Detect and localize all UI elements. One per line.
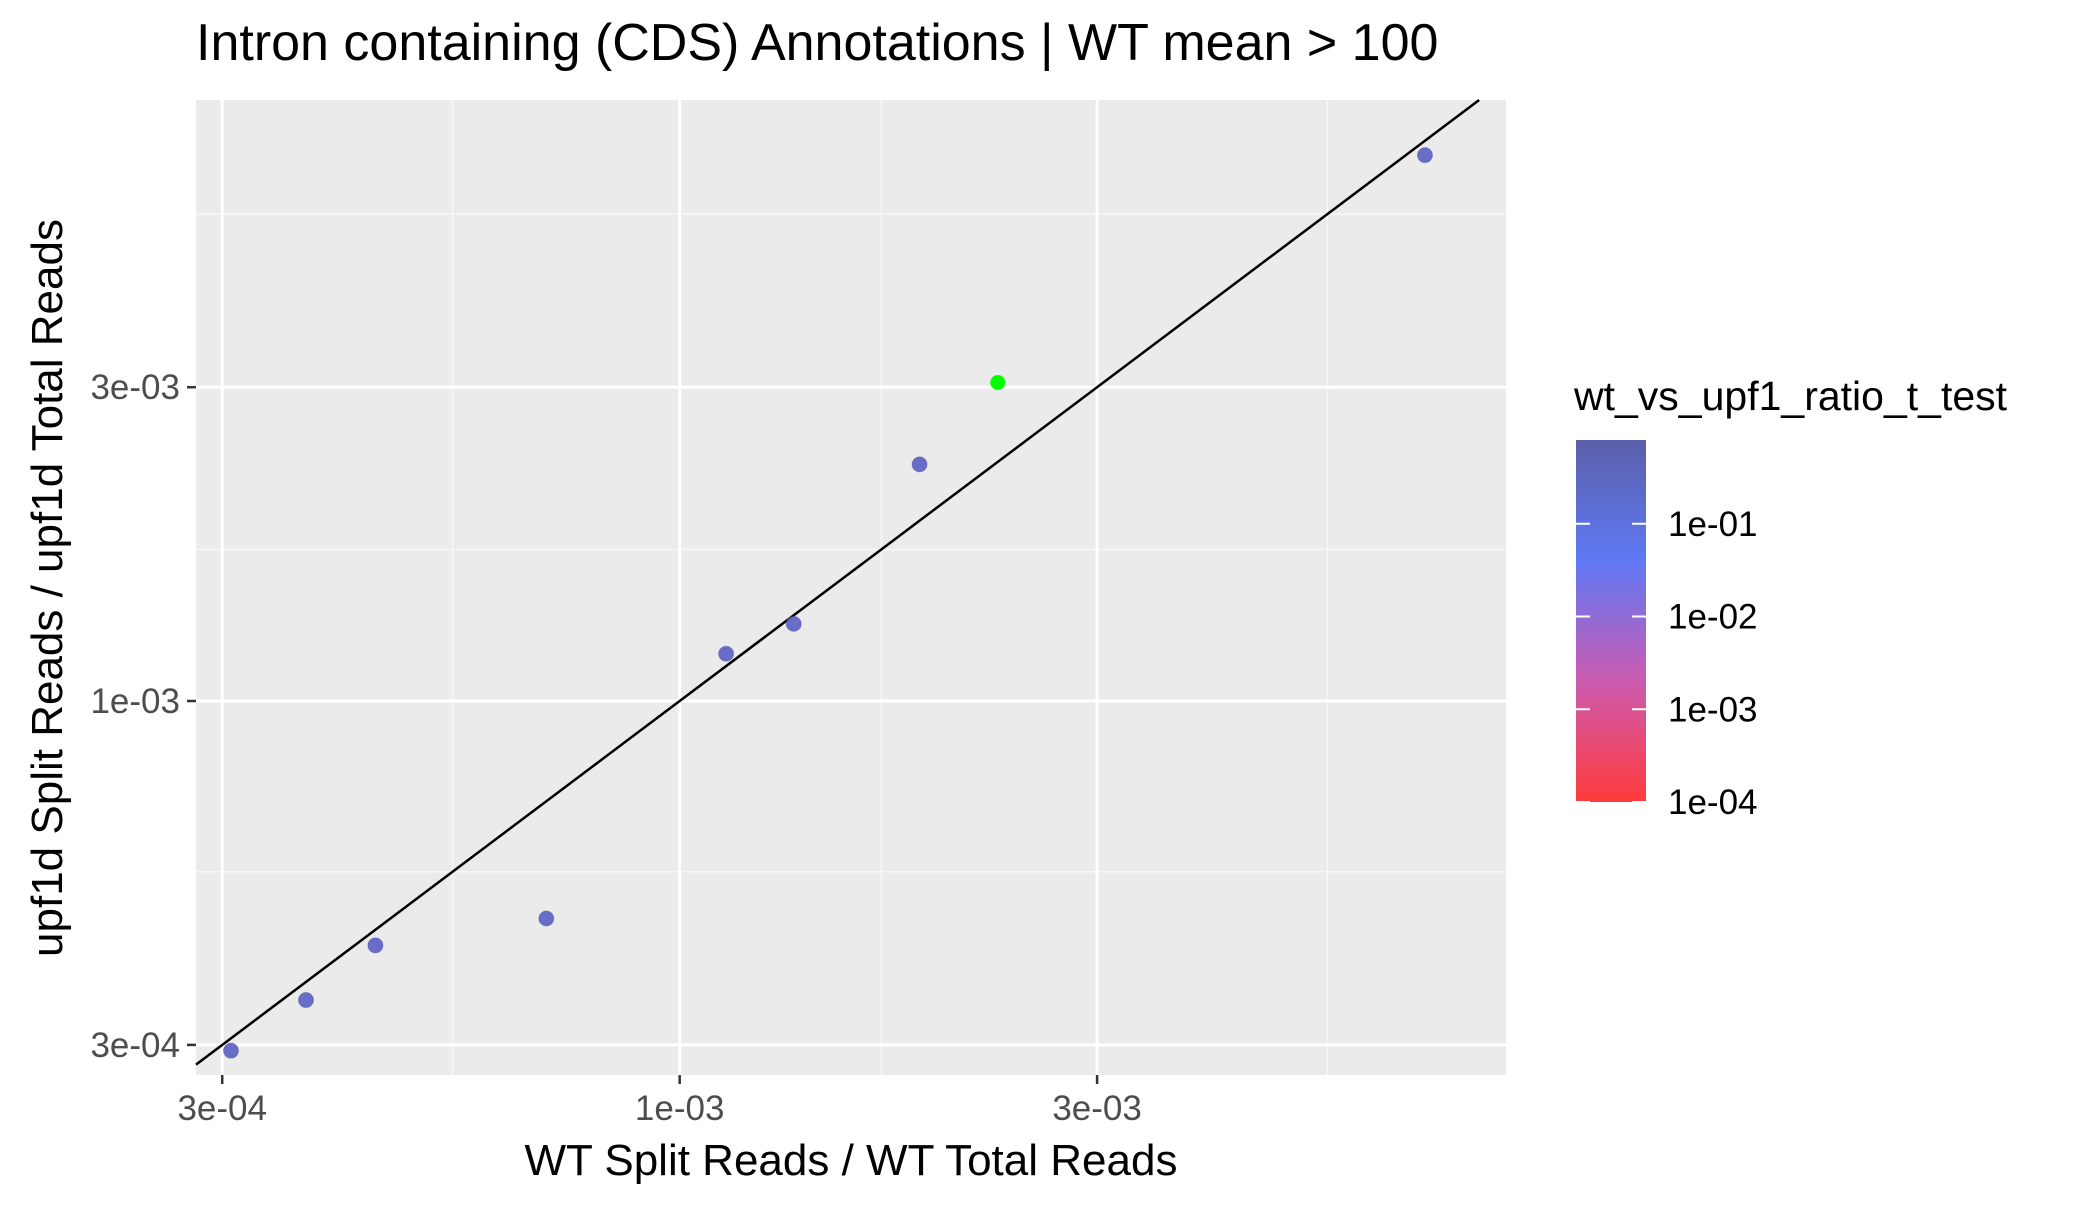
legend-tick-label: 1e-02 (1668, 598, 1758, 637)
y-tick-label: 3e-04 (90, 1026, 180, 1065)
identity-reference-line (195, 99, 1480, 1066)
legend-tick-label: 1e-01 (1668, 505, 1758, 544)
data-point (538, 910, 555, 927)
data-point (297, 992, 314, 1009)
legend-title: wt_vs_upf1_ratio_t_test (1573, 373, 2008, 419)
x-axis-label: WT Split Reads / WT Total Reads (525, 1136, 1178, 1185)
y-tick-label: 3e-03 (90, 368, 180, 407)
data-point (222, 1042, 239, 1059)
x-tick-label: 3e-03 (1052, 1089, 1142, 1128)
legend-ticks: 1e-01 1e-02 1e-03 1e-04 (1576, 505, 1758, 822)
data-points (222, 147, 1433, 1059)
legend-tick-label: 1e-03 (1668, 690, 1758, 729)
legend-colorbar (1576, 440, 1646, 802)
data-point (1416, 147, 1433, 164)
grid-minor-lines (196, 100, 1506, 1075)
legend-tick-label: 1e-04 (1668, 783, 1758, 822)
plot-panel (196, 100, 1506, 1075)
data-point (718, 645, 735, 662)
chart-title: Intron containing (CDS) Annotations | WT… (196, 14, 1438, 72)
y-axis-ticks: 3e-04 1e-03 3e-03 (90, 368, 196, 1065)
x-tick-label: 3e-04 (177, 1089, 267, 1128)
data-point (785, 615, 802, 632)
data-point (911, 456, 928, 473)
grid-major-lines (196, 100, 1506, 1075)
x-axis-ticks: 3e-04 1e-03 3e-03 (177, 1075, 1142, 1128)
data-point (367, 937, 384, 954)
data-point (990, 374, 1006, 390)
x-tick-label: 1e-03 (635, 1089, 725, 1128)
y-axis-label: upf1d Split Reads / upf1d Total Reads (23, 219, 72, 957)
y-tick-label: 1e-03 (90, 682, 180, 721)
